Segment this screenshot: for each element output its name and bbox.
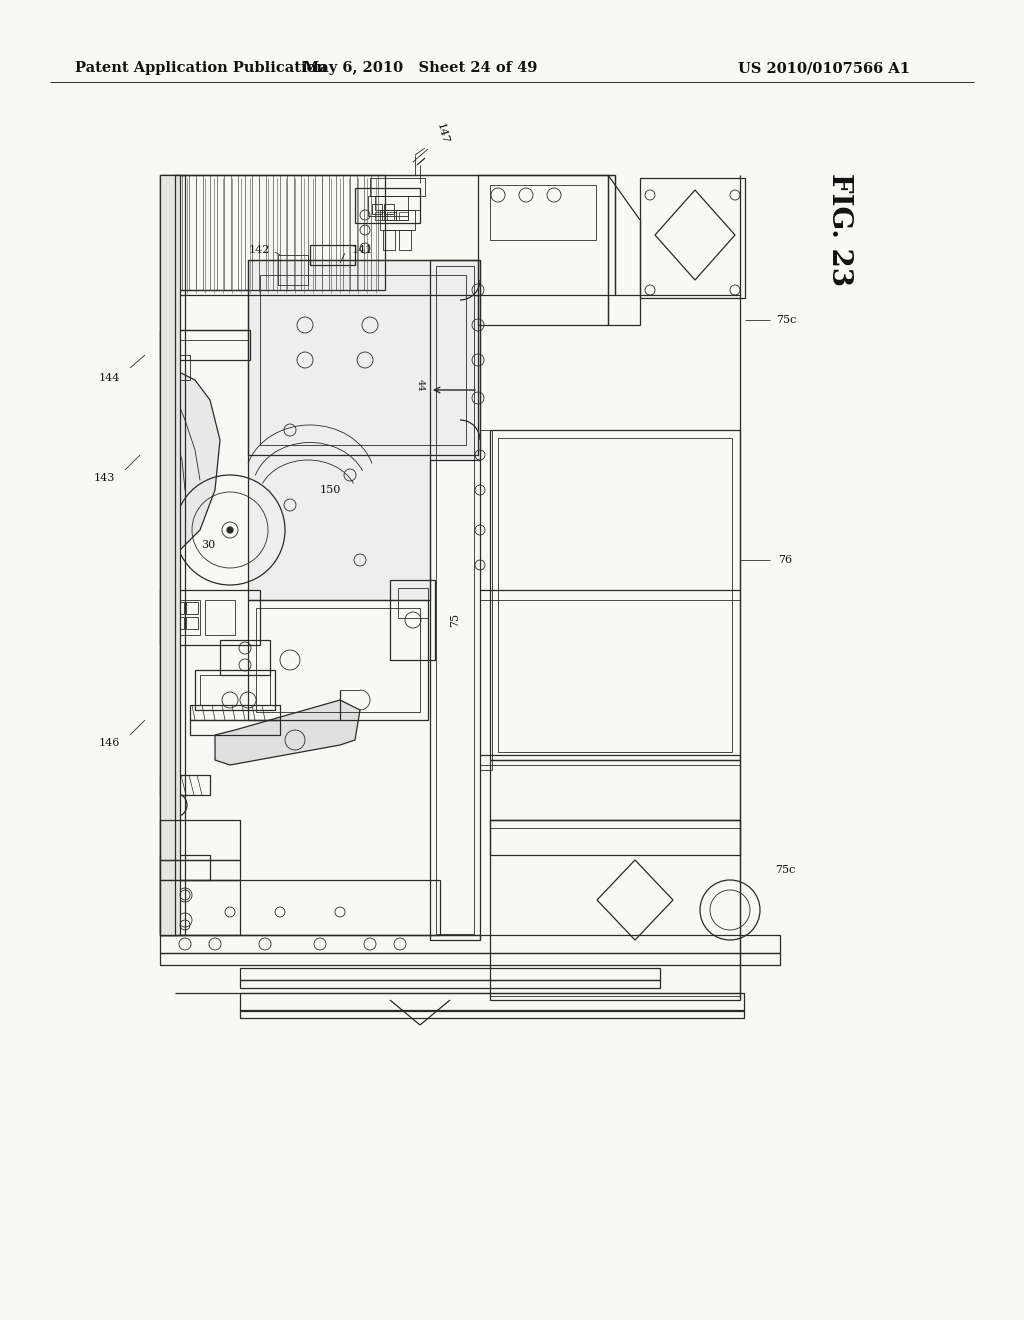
Bar	[160, 953, 780, 965]
Polygon shape	[215, 700, 360, 766]
Bar	[178, 355, 190, 380]
Bar	[396, 210, 408, 220]
Bar	[248, 260, 478, 455]
Text: 30: 30	[201, 540, 215, 550]
Bar	[399, 230, 411, 249]
Text: 147: 147	[435, 121, 451, 145]
Bar	[375, 213, 384, 220]
Bar	[480, 430, 492, 770]
Text: 143: 143	[93, 473, 115, 483]
Bar	[640, 178, 745, 298]
Text: 141: 141	[352, 246, 374, 255]
Bar	[160, 176, 185, 935]
Bar	[186, 616, 198, 630]
Bar	[368, 195, 408, 216]
Bar	[260, 275, 466, 445]
Bar	[383, 230, 395, 249]
Bar	[160, 341, 180, 430]
Bar	[160, 330, 250, 360]
Bar	[278, 255, 308, 285]
Polygon shape	[248, 260, 480, 601]
Bar	[430, 260, 480, 940]
Text: Patent Application Publication: Patent Application Publication	[75, 61, 327, 75]
Bar	[160, 855, 210, 880]
Bar	[160, 880, 440, 935]
Bar	[380, 210, 415, 230]
Bar	[355, 187, 420, 223]
Bar	[160, 820, 240, 861]
Bar	[248, 601, 428, 719]
Bar	[200, 675, 270, 705]
Bar	[490, 185, 596, 240]
Text: 75c: 75c	[776, 315, 797, 325]
Text: 142: 142	[249, 246, 270, 255]
Bar	[490, 430, 740, 760]
Text: 150: 150	[319, 484, 341, 495]
Bar	[172, 602, 184, 614]
Bar	[372, 205, 382, 214]
Bar	[220, 640, 270, 675]
Bar	[390, 579, 435, 660]
Bar	[490, 828, 740, 997]
Bar	[172, 616, 184, 630]
Bar	[160, 935, 780, 953]
Bar	[490, 820, 740, 1001]
Circle shape	[227, 527, 233, 533]
Bar	[384, 205, 394, 214]
Bar	[160, 861, 240, 880]
Bar	[256, 609, 420, 711]
Bar	[498, 438, 732, 752]
Bar	[398, 587, 428, 618]
Polygon shape	[162, 370, 220, 560]
Bar	[490, 820, 740, 855]
Bar	[478, 176, 608, 325]
Bar	[436, 267, 474, 935]
Bar	[160, 775, 210, 795]
Bar	[160, 176, 176, 935]
Bar	[387, 213, 396, 220]
Text: 75: 75	[450, 612, 460, 627]
Bar	[240, 968, 660, 979]
Bar	[160, 590, 260, 645]
Text: May 6, 2010   Sheet 24 of 49: May 6, 2010 Sheet 24 of 49	[303, 61, 538, 75]
Bar	[160, 176, 180, 935]
Bar	[240, 1010, 744, 1018]
Bar	[175, 176, 385, 290]
Bar	[490, 760, 740, 820]
Bar	[195, 671, 275, 710]
Text: 146: 146	[98, 738, 120, 748]
Bar	[170, 601, 200, 635]
Bar	[175, 176, 615, 294]
Text: 75c: 75c	[775, 865, 796, 875]
Text: 144: 144	[98, 374, 120, 383]
Bar	[163, 210, 178, 290]
Bar	[240, 993, 744, 1011]
Bar	[190, 719, 280, 735]
Bar	[190, 705, 280, 719]
Text: FIG. 23: FIG. 23	[826, 173, 853, 286]
Bar	[399, 213, 408, 220]
Text: 44: 44	[416, 379, 425, 391]
Bar	[370, 178, 425, 195]
Bar	[375, 195, 420, 210]
Bar	[240, 979, 660, 987]
Bar	[310, 246, 355, 265]
Text: US 2010/0107566 A1: US 2010/0107566 A1	[738, 61, 910, 75]
Bar	[205, 601, 234, 635]
Bar	[186, 602, 198, 614]
Text: 76: 76	[778, 554, 793, 565]
Bar	[160, 880, 240, 935]
Bar	[382, 210, 394, 220]
